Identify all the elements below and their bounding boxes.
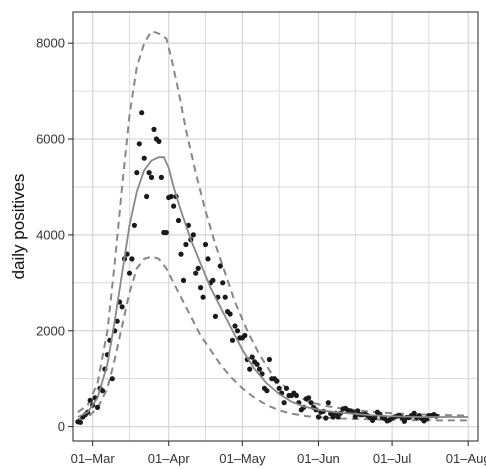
data-point <box>168 193 174 200</box>
data-point <box>193 270 199 276</box>
data-point <box>234 328 241 334</box>
data-point <box>281 400 287 406</box>
data-point <box>222 294 228 300</box>
data-point <box>232 323 238 329</box>
data-point <box>205 256 211 262</box>
data-point <box>126 270 133 276</box>
data-point <box>256 366 263 372</box>
fitted-curve <box>77 156 469 418</box>
y-axis-ticks: 0 2000 4000 6000 8000 <box>36 36 73 434</box>
data-point <box>87 397 93 403</box>
data-point <box>330 414 336 420</box>
data-point <box>151 126 157 132</box>
x-tick-label: 01–May <box>219 451 266 466</box>
y-tick-label: 0 <box>58 419 65 434</box>
data-point <box>266 356 272 363</box>
y-tick-label: 8000 <box>36 36 65 51</box>
data-point <box>180 277 187 283</box>
data-point <box>190 232 196 238</box>
data-point <box>156 138 162 144</box>
data-point <box>202 241 209 248</box>
data-point <box>119 304 125 310</box>
data-point <box>146 170 152 176</box>
upper-bound-line <box>77 30 469 417</box>
y-tick-label: 4000 <box>36 227 65 242</box>
data-point <box>212 313 218 319</box>
data-point <box>183 241 189 248</box>
data-point <box>352 414 358 420</box>
data-point <box>210 277 216 283</box>
data-point <box>242 332 248 339</box>
y-tick-label: 6000 <box>36 132 65 147</box>
data-point <box>114 318 120 324</box>
plot-panel <box>73 12 478 441</box>
data-point <box>178 251 184 257</box>
data-point <box>315 414 322 420</box>
data-point <box>163 229 169 236</box>
data-point <box>229 337 236 343</box>
y-axis-title: daily positives <box>9 174 28 280</box>
data-point <box>227 311 233 317</box>
data-point <box>144 193 150 200</box>
data-point <box>264 388 270 394</box>
x-gridlines <box>92 12 469 441</box>
data-point <box>139 110 145 116</box>
fit-line <box>77 156 469 418</box>
data-point <box>247 366 253 372</box>
x-tick-label: 01–Aug <box>446 451 486 466</box>
data-point <box>198 285 204 291</box>
data-point <box>276 385 282 391</box>
x-tick-label: 01–Jul <box>373 451 411 466</box>
data-point <box>306 395 312 401</box>
plot-frame <box>72 11 479 442</box>
data-point <box>308 400 314 406</box>
data-point <box>217 263 223 269</box>
data-point <box>355 408 361 414</box>
data-point <box>323 415 329 421</box>
data-point <box>195 265 201 271</box>
data-point <box>99 388 106 394</box>
data-point <box>274 378 280 384</box>
lower-bound-line <box>77 255 469 422</box>
x-tick-label: 01–Jun <box>297 451 340 466</box>
data-point <box>109 376 115 382</box>
x-tick-label: 01–Apr <box>148 451 191 466</box>
y-tick-label: 2000 <box>36 323 65 338</box>
data-point <box>134 170 140 176</box>
data-point <box>77 419 83 425</box>
data-point <box>148 174 155 180</box>
data-point <box>249 354 255 360</box>
data-point <box>129 256 135 262</box>
data-point <box>200 294 206 300</box>
data-point <box>136 141 142 147</box>
x-tick-label: 01–Mar <box>71 451 116 466</box>
data-point <box>94 404 101 410</box>
data-point <box>401 418 407 424</box>
data-point <box>411 410 417 416</box>
data-point <box>293 392 299 399</box>
confidence-band <box>77 30 469 422</box>
data-point <box>158 174 164 180</box>
data-point <box>171 203 177 209</box>
x-axis-ticks: 01–Mar 01–Apr 01–May 01–Jun 01–Jul 01–Aug <box>71 441 486 466</box>
data-point <box>131 222 137 228</box>
data-point <box>335 414 341 420</box>
data-point <box>141 155 147 161</box>
data-point <box>283 385 290 391</box>
data-point <box>325 400 331 406</box>
data-point <box>220 280 226 286</box>
data-point <box>175 217 182 224</box>
data-point <box>254 361 260 367</box>
